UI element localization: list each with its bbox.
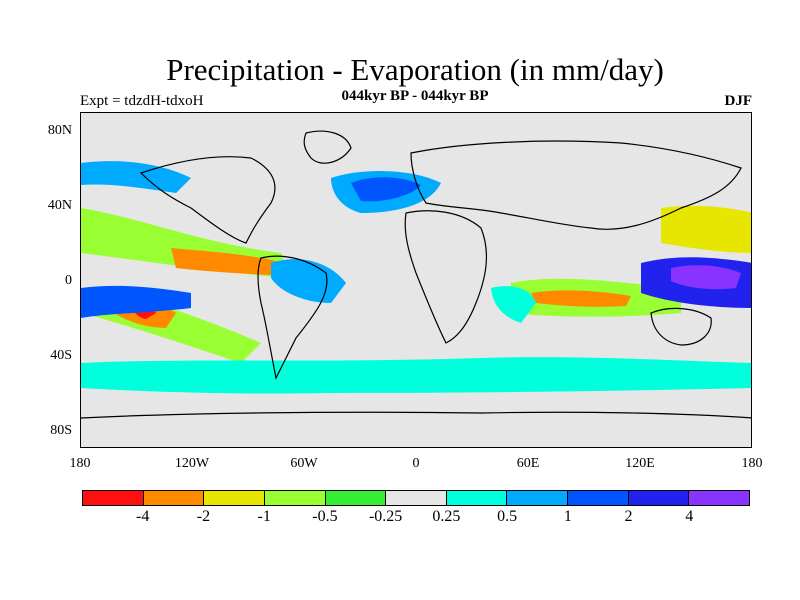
- lon-label-180e: 180: [741, 456, 763, 471]
- lon-label-120e: 120E: [625, 456, 655, 471]
- colorbar-segment: [386, 491, 447, 505]
- colorbar-segment: [83, 491, 144, 505]
- field-north-pacific-wet: [81, 161, 191, 193]
- colorbar-label: -1: [257, 508, 271, 525]
- field-southern-ocean: [81, 357, 751, 394]
- coastline-south-america: [257, 255, 328, 380]
- coastline-australia: [650, 307, 712, 346]
- precipitation-map: [80, 112, 752, 448]
- coastline-north-america: [139, 156, 276, 244]
- colorbar-label: 2: [624, 508, 633, 525]
- colorbar: [82, 490, 750, 506]
- lon-label-120w: 120W: [174, 456, 210, 471]
- colorbar-label: 0.5: [497, 508, 518, 525]
- colorbar-segment: [143, 491, 205, 505]
- field-indian-ocean-dry: [531, 290, 631, 307]
- lon-label-180w: 180: [69, 456, 91, 471]
- colorbar-segment: [204, 491, 265, 505]
- coastlines: [81, 130, 751, 419]
- field-africa-wet: [491, 286, 536, 323]
- field-amazon-wet: [271, 259, 346, 303]
- colorbar-segment: [568, 491, 629, 505]
- lat-label-40n: 40N: [47, 198, 72, 213]
- coastline-eurasia: [410, 140, 742, 230]
- colorbar-segment: [264, 491, 326, 505]
- colorbar-label: -0.5: [312, 508, 338, 525]
- field-pacific-dry: [171, 248, 276, 275]
- colorbar-label: 1: [563, 508, 572, 525]
- colorbar-segment: [507, 491, 569, 505]
- coastline-antarctica: [81, 411, 751, 419]
- lon-label-0: 0: [412, 456, 420, 471]
- coastline-greenland: [303, 130, 352, 164]
- colorbar-segment: [325, 491, 387, 505]
- colorbar-segment: [446, 491, 508, 505]
- lat-label-80n: 80N: [47, 123, 72, 138]
- lat-label-80s: 80S: [50, 423, 72, 438]
- colorbar-label: -2: [196, 508, 211, 525]
- colorbar-segment: [689, 491, 750, 505]
- lon-label-60e: 60E: [516, 456, 540, 471]
- colorbar-segment: [628, 491, 690, 505]
- field-east-pacific-wet: [81, 285, 191, 318]
- field-west-pacific-core: [671, 265, 741, 290]
- season-label: DJF: [724, 93, 753, 109]
- plot-subtitle: 044kyr BP - 044kyr BP: [341, 88, 489, 104]
- colorbar-label: 0.25: [432, 508, 461, 525]
- field-north-atlantic-core: [351, 177, 421, 202]
- colorbar-label: -4: [136, 508, 150, 525]
- colorbar-label: 4: [685, 508, 694, 525]
- experiment-label: Expt = tdzdH-tdxoH: [80, 93, 204, 109]
- coastline-africa: [404, 210, 487, 344]
- field-nw-pacific-dry: [661, 205, 751, 253]
- lat-label-0: 0: [65, 273, 72, 288]
- colorbar-label: -0.25: [368, 508, 403, 525]
- plot-title: Precipitation - Evaporation (in mm/day): [166, 52, 664, 87]
- map-canvas: [81, 130, 751, 419]
- lat-label-40s: 40S: [50, 348, 72, 363]
- lon-label-60w: 60W: [290, 456, 318, 471]
